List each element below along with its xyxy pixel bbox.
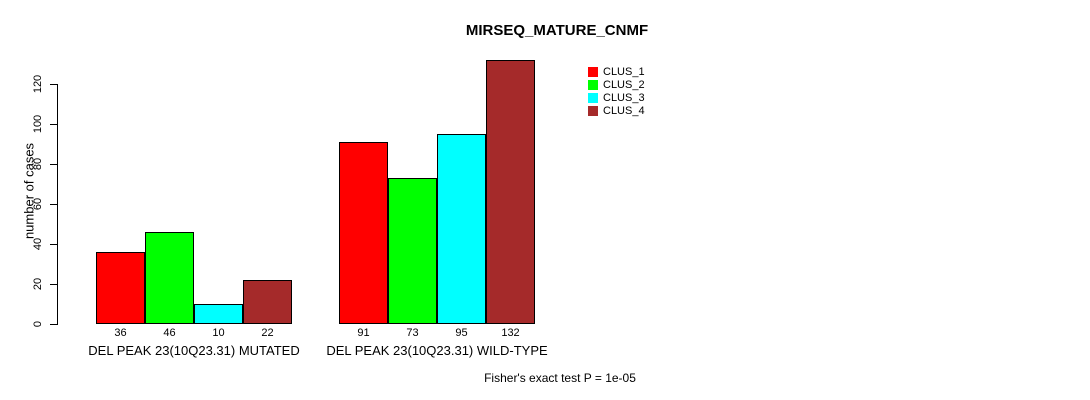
bar-clus_3-group2 [437, 134, 486, 324]
y-tick-label: 80 [32, 157, 44, 171]
bar-clus_3-group1 [194, 304, 243, 324]
legend-label-clus_2: CLUS_2 [603, 79, 645, 91]
y-tick-mark [50, 84, 57, 85]
bar-clus_4-group2 [486, 60, 535, 324]
legend-label-clus_3: CLUS_3 [603, 92, 645, 104]
legend-swatch-clus_1 [588, 67, 598, 77]
bar-value-label: 132 [501, 327, 520, 339]
group-label-mutated: DEL PEAK 23(10Q23.31) MUTATED [88, 343, 300, 358]
bar-value-label: 73 [406, 327, 419, 339]
bar-clus_1-group2 [339, 142, 388, 324]
y-tick-mark [50, 244, 57, 245]
bar-clus_2-group1 [145, 232, 194, 324]
fisher-test-note: Fisher's exact test P = 1e-05 [484, 371, 636, 385]
y-tick-label: 120 [32, 74, 44, 94]
bar-value-label: 36 [114, 327, 127, 339]
y-tick-label: 60 [32, 197, 44, 211]
y-tick-label: 20 [32, 277, 44, 291]
legend-swatch-clus_2 [588, 80, 598, 90]
chart-title: MIRSEQ_MATURE_CNMF [465, 22, 649, 39]
y-tick-label: 40 [32, 237, 44, 251]
y-tick-label: 0 [32, 320, 44, 328]
bar-value-label: 10 [212, 327, 225, 339]
legend-swatch-clus_3 [588, 93, 598, 103]
y-tick-mark [50, 124, 57, 125]
legend-label-clus_4: CLUS_4 [603, 105, 645, 117]
y-tick-mark [50, 164, 57, 165]
y-tick-mark [50, 284, 57, 285]
legend-label-clus_1: CLUS_1 [603, 66, 645, 78]
bar-clus_2-group2 [388, 178, 437, 324]
y-tick-mark [50, 324, 57, 325]
bar-value-label: 91 [357, 327, 370, 339]
group-label-wildtype: DEL PEAK 23(10Q23.31) WILD-TYPE [326, 343, 548, 358]
bar-value-label: 22 [261, 327, 274, 339]
bar-value-label: 46 [163, 327, 176, 339]
y-tick-mark [50, 204, 57, 205]
legend-swatch-clus_4 [588, 106, 598, 116]
bar-clus_1-group1 [96, 252, 145, 324]
bar-value-label: 95 [455, 327, 468, 339]
y-axis-line [57, 84, 58, 325]
bar-clus_4-group1 [243, 280, 292, 324]
y-tick-label: 100 [32, 114, 44, 134]
